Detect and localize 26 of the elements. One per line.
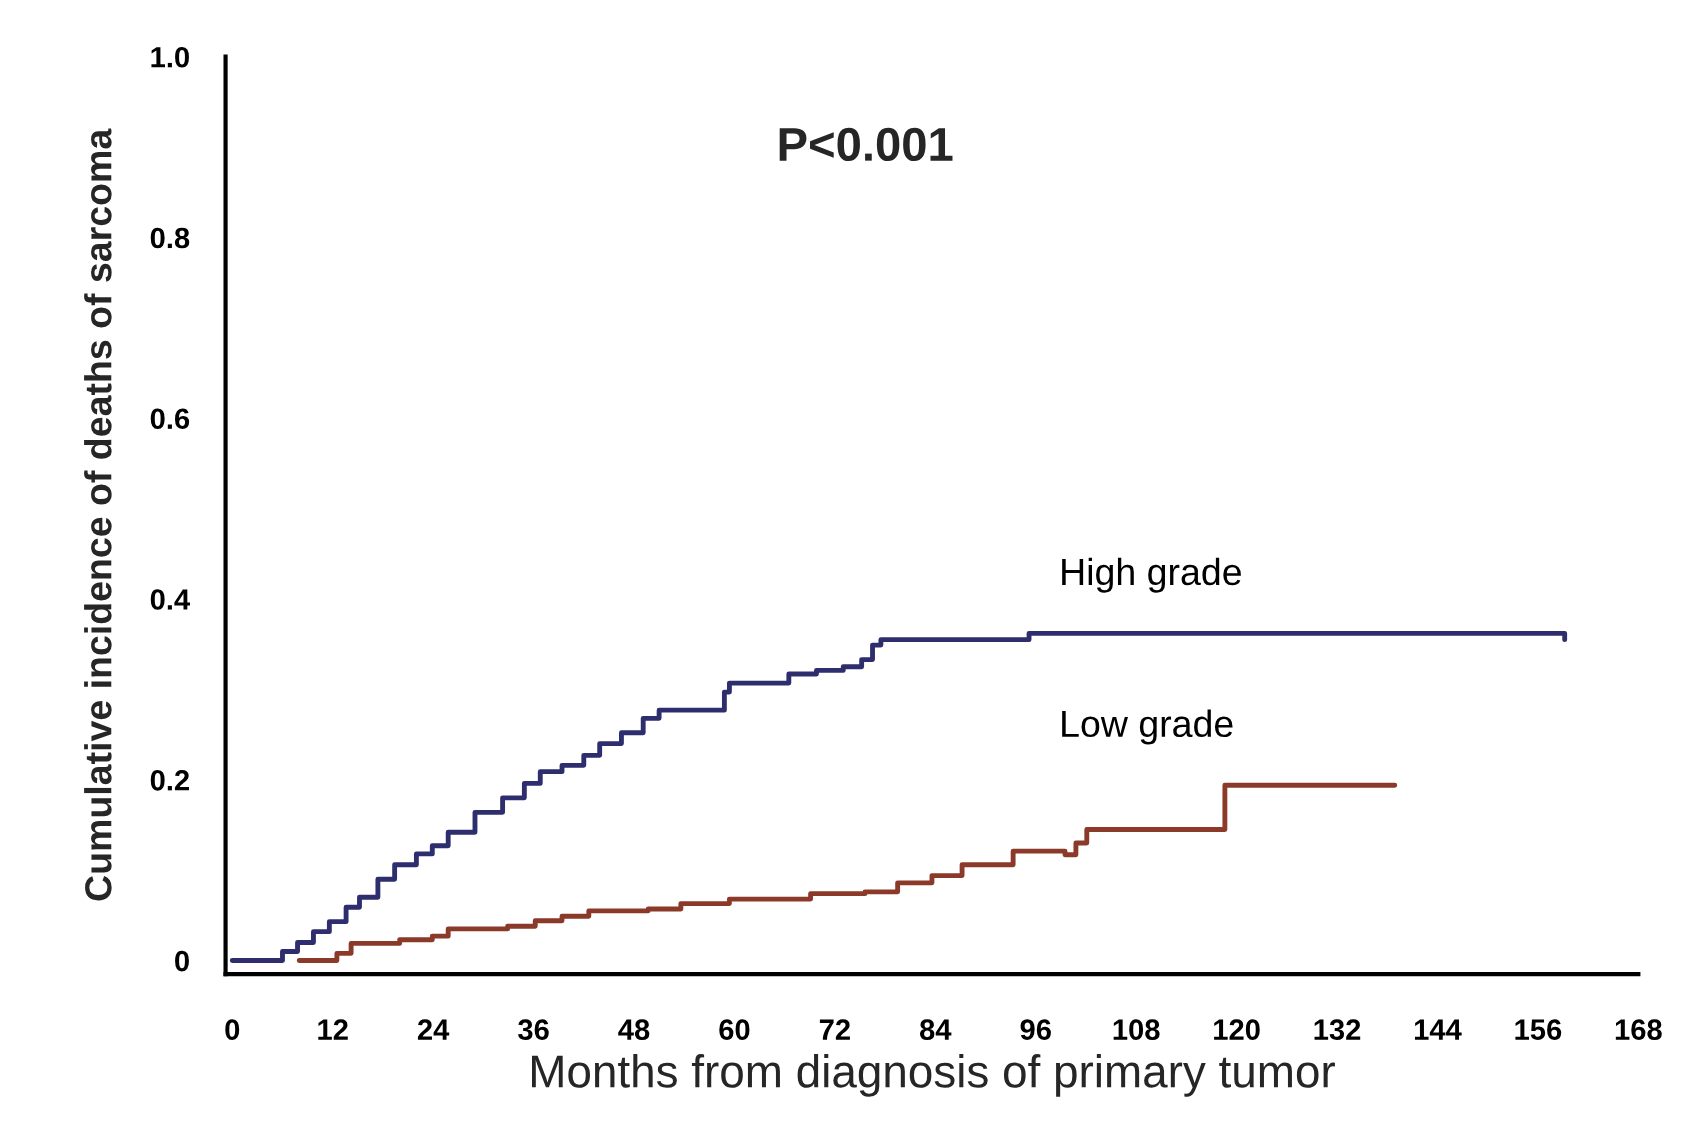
x-tick-label: 24 [417,1019,450,1040]
x-axis-title: Months from diagnosis of primary tumor [532,1054,1335,1097]
x-tick-label: 108 [1113,1019,1160,1040]
y-tick-label: 0 [175,950,189,972]
x-tick-label: 156 [1515,1019,1562,1040]
series-label: Low grade [1062,709,1233,745]
x-tick-label: 48 [618,1019,650,1040]
x-tick-label: 120 [1214,1019,1260,1040]
y-axis-title: Cumulative incidence of deaths of sarcoma [84,128,112,901]
x-tick-label: 168 [1615,1019,1662,1040]
x-tick-label: 96 [1020,1019,1051,1040]
y-tick-label: 0.8 [150,227,190,249]
annotation: P<0.001 [779,127,953,162]
y-tick-label: 0.6 [150,408,190,430]
x-tick-label: 0 [225,1019,240,1040]
x-tick-label: 144 [1414,1019,1462,1040]
x-tick-label: 72 [819,1019,850,1040]
y-tick-label: 0.4 [150,589,190,610]
x-tick-label: 132 [1314,1019,1361,1041]
y-tick-label: 1.0 [151,46,189,68]
x-tick-label: 36 [518,1019,549,1041]
y-tick-label: 0.2 [150,769,189,791]
x-tick-label: 12 [318,1019,348,1040]
series-label: High grade [1062,557,1241,593]
x-tick-label: 60 [719,1019,750,1040]
x-tick-label: 84 [920,1019,952,1040]
